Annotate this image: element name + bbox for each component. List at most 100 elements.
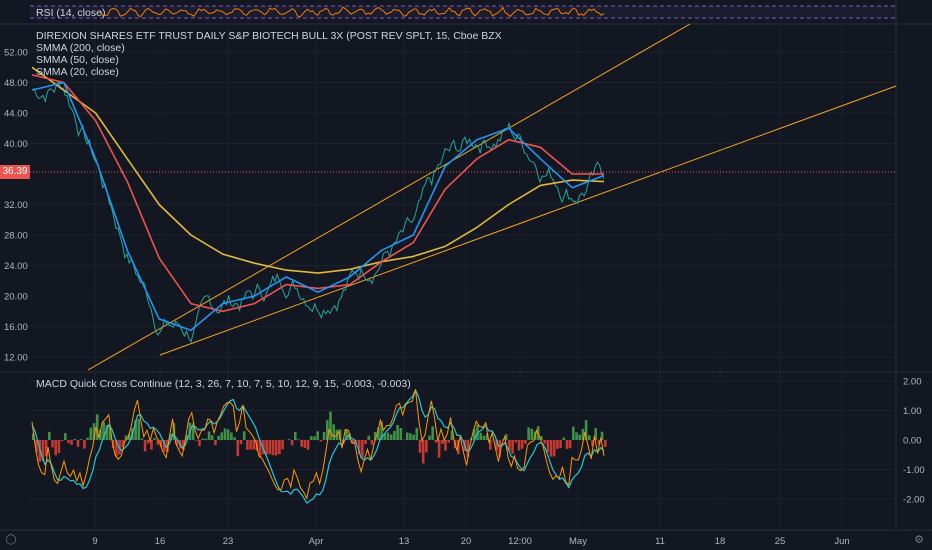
- macd-histogram-bar: [99, 429, 102, 440]
- macd-histogram-bar: [393, 431, 396, 440]
- legend-smma-50[interactable]: SMMA (50, close): [36, 54, 119, 66]
- macd-histogram-bar: [338, 429, 342, 440]
- macd-histogram-bar: [246, 440, 249, 450]
- macd-histogram-bar: [207, 431, 211, 440]
- macd-histogram-bar: [156, 440, 160, 445]
- macd-histogram-bar: [578, 434, 581, 440]
- macd-histogram-bar: [214, 440, 217, 446]
- gear-icon[interactable]: ⚙: [914, 534, 924, 546]
- macd-histogram-bar: [242, 431, 246, 440]
- macd-histogram-bar: [409, 433, 412, 440]
- macd-axis[interactable]: 2.00 1.00 0.00 -1.00 -2.00: [903, 377, 925, 506]
- macd-histogram-bar: [594, 428, 597, 440]
- macd-histogram-bar: [351, 440, 355, 445]
- trendline-lower[interactable]: [159, 85, 897, 356]
- macd-histogram-bar: [591, 440, 594, 447]
- legend-smma-20[interactable]: SMMA (20, close): [36, 66, 119, 78]
- macd-histogram-bar: [489, 440, 492, 450]
- macd-histogram-bar: [428, 435, 431, 440]
- macd-histogram-bar: [584, 420, 588, 440]
- price-tick-label: 32.00: [4, 200, 28, 211]
- macd-histogram-bar: [281, 440, 284, 450]
- price-tick-label: 16.00: [4, 322, 28, 333]
- current-price-badge: 36.39: [0, 165, 30, 179]
- macd-histogram-bar: [268, 440, 272, 455]
- macd-histogram-bar: [597, 440, 601, 445]
- macd-histogram-bar: [604, 440, 607, 447]
- macd-histogram-bar: [546, 440, 550, 453]
- macd-histogram-bar: [287, 439, 291, 440]
- macd-histogram-bar: [508, 440, 511, 451]
- macd-histogram-bar: [527, 427, 530, 440]
- timezone-icon[interactable]: ◯: [5, 534, 17, 545]
- rsi-line: [99, 6, 605, 18]
- price-tick-label: 24.00: [4, 261, 28, 272]
- macd-histogram-bar: [83, 440, 86, 449]
- macd-histogram-bar: [105, 425, 109, 440]
- macd-histogram-bar: [575, 432, 578, 440]
- macd-histogram-bar: [524, 440, 527, 444]
- price-line: [31, 80, 605, 344]
- macd-histogram-bar: [425, 440, 428, 453]
- macd-histogram-bar: [108, 426, 112, 440]
- macd-histogram-bar: [552, 440, 556, 457]
- macd-histogram-bar: [54, 440, 57, 456]
- macd-histogram-bar: [444, 440, 447, 451]
- macd-histogram-bar: [322, 432, 326, 440]
- macd-histogram-bar: [204, 438, 208, 440]
- legend-smma-200[interactable]: SMMA (200, close): [36, 42, 125, 54]
- macd-histogram-bar: [70, 440, 73, 445]
- time-tick-label: 12:00: [508, 536, 532, 547]
- price-axis[interactable]: 52.00 48.00 44.00 40.00 32.00 28.00 24.00 20.00…: [4, 48, 28, 364]
- macd-histogram-bar: [565, 440, 569, 449]
- macd-histogram-bar: [153, 438, 156, 440]
- macd-histogram-bar: [530, 428, 534, 440]
- macd-histogram-bar: [418, 440, 422, 453]
- macd-histogram-bar: [57, 440, 61, 453]
- macd-histogram-bar: [466, 440, 470, 457]
- macd-histogram-bar: [495, 440, 498, 451]
- macd-histogram-bar: [431, 426, 434, 440]
- macd-histogram-bar: [223, 428, 227, 440]
- macd-histogram-bar: [559, 440, 562, 448]
- macd-histogram-bar: [220, 432, 224, 440]
- macd-histogram-bar: [278, 440, 281, 455]
- macd-histogram-bar: [345, 429, 348, 440]
- macd-histogram-bar: [258, 440, 262, 458]
- main-legend: DIREXION SHARES ETF TRUST DAILY S&P BIOT…: [36, 30, 502, 78]
- macd-histogram-bar: [274, 440, 278, 456]
- macd-histogram-bar: [316, 431, 319, 440]
- macd-tick-label: 1.00: [903, 406, 922, 417]
- smma-20-line: [31, 81, 605, 332]
- macd-histogram-bar: [476, 424, 479, 440]
- macd-histogram-bar: [150, 440, 153, 450]
- macd-histogram-bar: [95, 414, 99, 440]
- time-axis[interactable]: 9 16 23 Apr 13 20 12:00 May 11 18 25 Jun: [92, 536, 849, 547]
- macd-histogram-bar: [405, 432, 409, 440]
- macd-histogram-bar: [182, 440, 185, 450]
- macd-histogram-bar: [556, 440, 559, 449]
- macd-histogram-bar: [185, 435, 188, 440]
- macd-histogram-bar: [143, 440, 147, 452]
- macd-histogram-bar: [115, 440, 118, 457]
- macd-histogram-bar: [300, 440, 303, 447]
- macd-tick-label: -1.00: [903, 465, 925, 476]
- trendline-upper[interactable]: [87, 23, 691, 371]
- macd-histogram-bar: [79, 439, 83, 440]
- macd-histogram-bar: [441, 440, 444, 444]
- macd-histogram-bar: [373, 432, 377, 440]
- symbol-title[interactable]: DIREXION SHARES ETF TRUST DAILY S&P BIOT…: [36, 30, 502, 42]
- macd-histogram-bar: [147, 440, 150, 444]
- macd-histogram-bar: [303, 440, 307, 448]
- macd-histogram-bar: [201, 438, 204, 440]
- macd-label[interactable]: MACD Quick Cross Continue (12, 3, 26, 7,…: [36, 378, 411, 390]
- grid-lines: [30, 24, 896, 530]
- macd-histogram-bar: [67, 440, 70, 444]
- macd-histogram-bar: [265, 440, 268, 455]
- macd-histogram-bar: [498, 440, 502, 457]
- macd-histogram-bar: [572, 426, 575, 440]
- macd-histogram-bar: [421, 440, 425, 464]
- macd-histogram-bar: [38, 440, 41, 462]
- macd-histogram-bar: [60, 440, 64, 442]
